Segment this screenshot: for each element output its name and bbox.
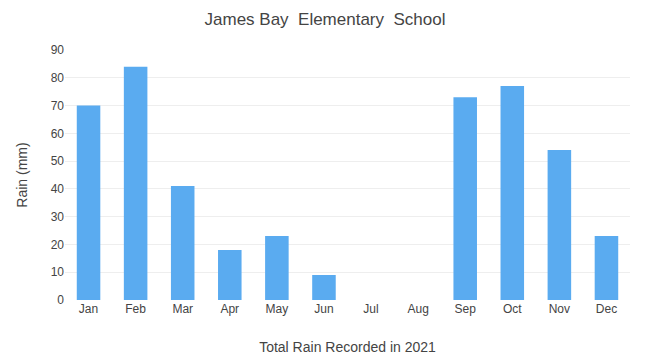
svg-text:Sep: Sep <box>455 302 477 316</box>
svg-text:80: 80 <box>51 71 65 85</box>
svg-text:Aug: Aug <box>407 302 428 316</box>
svg-text:Nov: Nov <box>549 302 570 316</box>
svg-text:30: 30 <box>51 210 65 224</box>
svg-text:60: 60 <box>51 127 65 141</box>
svg-text:10: 10 <box>51 265 65 279</box>
svg-text:Oct: Oct <box>503 302 522 316</box>
svg-text:Dec: Dec <box>596 302 617 316</box>
svg-text:20: 20 <box>51 238 65 252</box>
svg-text:0: 0 <box>57 293 64 307</box>
svg-text:50: 50 <box>51 154 65 168</box>
svg-text:James Bay Elementary School: James Bay Elementary School <box>205 10 446 29</box>
svg-text:70: 70 <box>51 99 65 113</box>
svg-text:Apr: Apr <box>220 302 239 316</box>
svg-text:Total Rain Recorded in 2021: Total Rain Recorded in 2021 <box>259 339 436 355</box>
svg-text:May: May <box>266 302 289 316</box>
svg-text:Feb: Feb <box>125 302 146 316</box>
svg-text:40: 40 <box>51 182 65 196</box>
svg-text:Jun: Jun <box>314 302 333 316</box>
svg-text:Mar: Mar <box>172 302 193 316</box>
svg-text:Rain (mm): Rain (mm) <box>14 142 30 207</box>
svg-text:Jul: Jul <box>363 302 378 316</box>
svg-text:90: 90 <box>51 43 65 57</box>
svg-text:Jan: Jan <box>79 302 98 316</box>
